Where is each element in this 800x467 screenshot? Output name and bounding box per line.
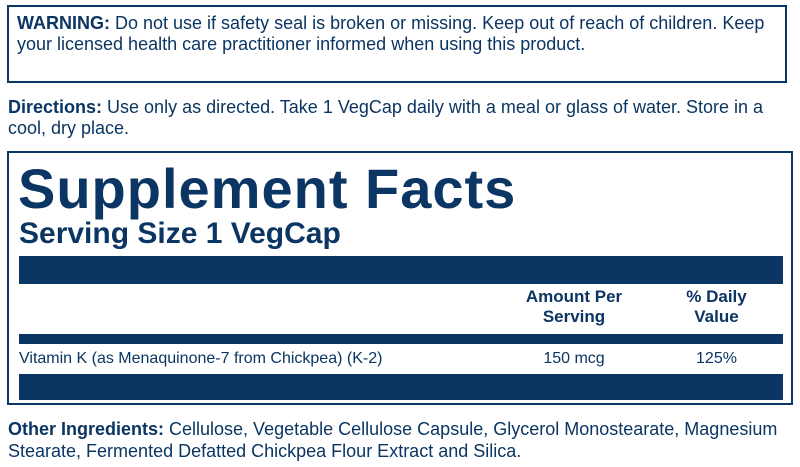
- nutrient-amount: 150 mcg: [543, 350, 605, 367]
- other-label: Other Ingredients:: [8, 419, 165, 439]
- nutrient-dv: 125%: [696, 350, 737, 367]
- nutrient-name: Vitamin K (as Menaquinone-7 from Chickpe…: [19, 350, 383, 367]
- medium-divider: [19, 334, 783, 344]
- facts-title: Supplement Facts: [18, 157, 517, 220]
- warning-text: Do not use if safety seal is broken or m…: [17, 13, 765, 54]
- bottom-divider: [19, 374, 783, 400]
- serving-size: Serving Size 1 VegCap: [19, 217, 341, 250]
- other-text: Cellulose, Vegetable Cellulose Capsule, …: [8, 419, 778, 461]
- dv-header: % Daily Value: [686, 287, 747, 326]
- directions: Directions: Use only as directed. Take 1…: [8, 97, 798, 139]
- amount-header: Amount Per Serving: [525, 287, 623, 326]
- supplement-facts-panel: Supplement Facts Serving Size 1 VegCap A…: [7, 151, 793, 405]
- other-ingredients: Other Ingredients: Cellulose, Vegetable …: [8, 418, 798, 462]
- directions-text: Use only as directed. Take 1 VegCap dail…: [8, 97, 764, 138]
- warning-box: WARNING: Do not use if safety seal is br…: [7, 5, 787, 83]
- directions-label: Directions:: [8, 97, 103, 117]
- thick-divider: [19, 256, 783, 284]
- warning-label: WARNING:: [17, 13, 110, 33]
